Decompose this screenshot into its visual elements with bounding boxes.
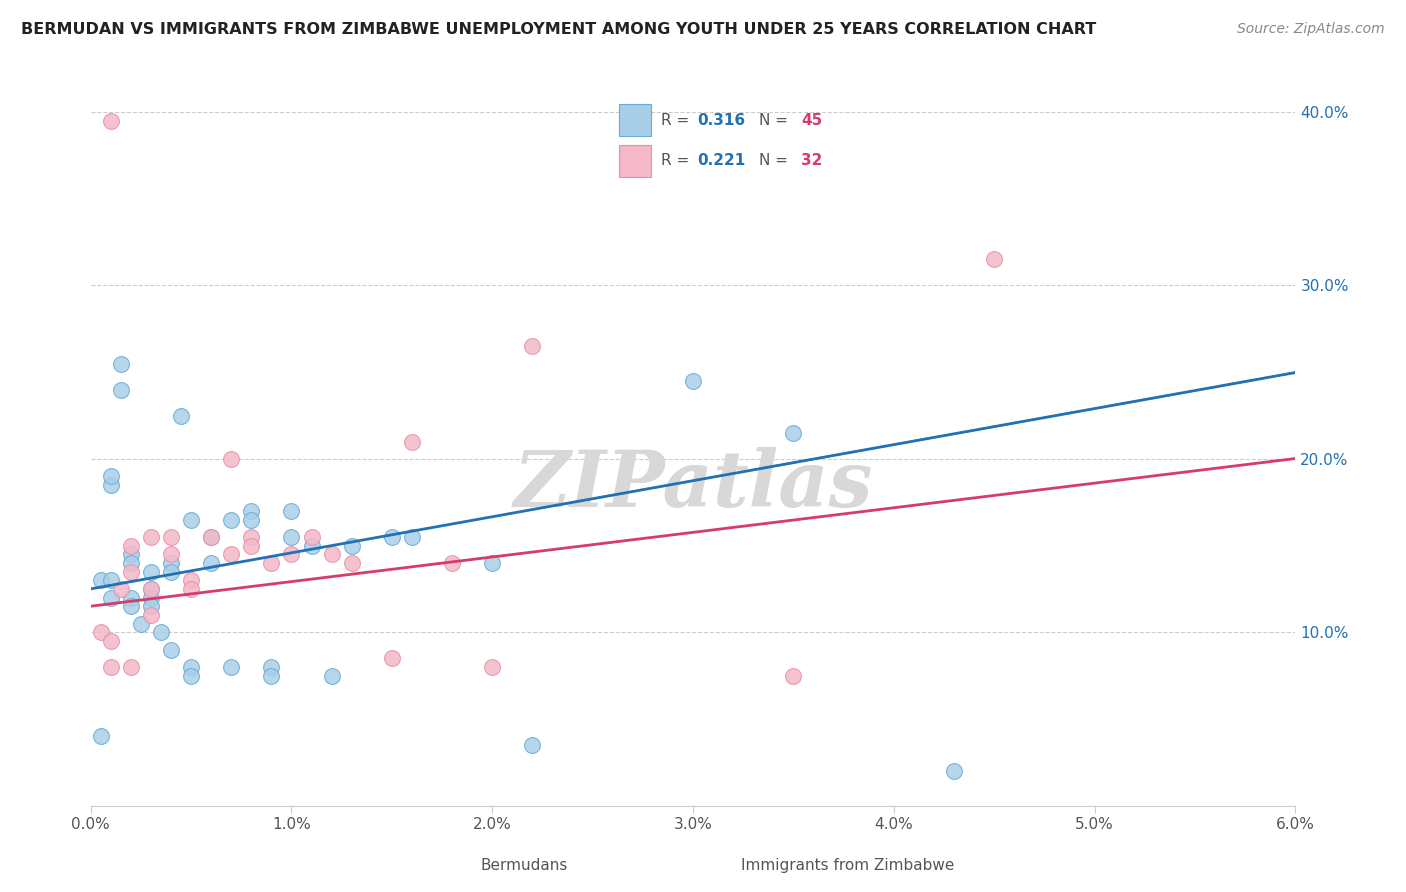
- Point: [180, 668, 202, 682]
- Point: [260, 556, 283, 570]
- Text: Source: ZipAtlas.com: Source: ZipAtlas.com: [1237, 22, 1385, 37]
- Text: ZIPatlas: ZIPatlas: [513, 447, 873, 524]
- Point: [782, 668, 804, 682]
- Point: [120, 539, 142, 553]
- Point: [139, 530, 162, 544]
- Point: [160, 530, 183, 544]
- Point: [682, 374, 704, 388]
- Point: [100, 591, 122, 605]
- Point: [90, 625, 112, 640]
- Point: [321, 668, 343, 682]
- Point: [160, 642, 183, 657]
- Point: [139, 582, 162, 596]
- Point: [301, 539, 323, 553]
- Point: [139, 565, 162, 579]
- Point: [219, 547, 242, 561]
- Point: [100, 469, 122, 483]
- Point: [170, 409, 193, 423]
- Point: [180, 660, 202, 674]
- Point: [481, 660, 503, 674]
- Point: [522, 339, 544, 353]
- Point: [240, 539, 263, 553]
- Point: [149, 625, 172, 640]
- Point: [301, 530, 323, 544]
- Point: [120, 599, 142, 614]
- Point: [100, 573, 122, 587]
- Point: [200, 556, 222, 570]
- Point: [100, 478, 122, 492]
- Text: R =: R =: [661, 153, 695, 169]
- Point: [120, 591, 142, 605]
- Text: 45: 45: [801, 112, 823, 128]
- Text: 0.316: 0.316: [697, 112, 745, 128]
- Point: [219, 512, 242, 526]
- Point: [340, 556, 363, 570]
- Point: [481, 556, 503, 570]
- Point: [260, 668, 283, 682]
- Point: [200, 530, 222, 544]
- Point: [340, 539, 363, 553]
- Point: [983, 252, 1005, 267]
- Point: [110, 357, 132, 371]
- Point: [401, 530, 423, 544]
- Text: Immigrants from Zimbabwe: Immigrants from Zimbabwe: [741, 858, 955, 872]
- Text: 32: 32: [801, 153, 823, 169]
- Point: [240, 504, 263, 518]
- Point: [280, 530, 302, 544]
- FancyBboxPatch shape: [619, 145, 651, 177]
- Point: [441, 556, 464, 570]
- Point: [100, 113, 122, 128]
- Point: [381, 651, 404, 665]
- Text: N =: N =: [759, 112, 793, 128]
- Point: [100, 633, 122, 648]
- Point: [120, 547, 142, 561]
- Point: [280, 547, 302, 561]
- Point: [219, 451, 242, 466]
- Point: [180, 573, 202, 587]
- Point: [120, 565, 142, 579]
- Point: [180, 512, 202, 526]
- Point: [782, 425, 804, 440]
- FancyBboxPatch shape: [619, 104, 651, 136]
- Point: [280, 504, 302, 518]
- Point: [219, 660, 242, 674]
- Point: [160, 547, 183, 561]
- Point: [240, 530, 263, 544]
- Text: Bermudans: Bermudans: [481, 858, 568, 872]
- Point: [120, 556, 142, 570]
- Point: [139, 599, 162, 614]
- Point: [260, 660, 283, 674]
- Point: [321, 547, 343, 561]
- Point: [522, 738, 544, 752]
- Point: [381, 530, 404, 544]
- Point: [160, 565, 183, 579]
- Text: BERMUDAN VS IMMIGRANTS FROM ZIMBABWE UNEMPLOYMENT AMONG YOUTH UNDER 25 YEARS COR: BERMUDAN VS IMMIGRANTS FROM ZIMBABWE UNE…: [21, 22, 1097, 37]
- Point: [129, 616, 152, 631]
- Point: [160, 556, 183, 570]
- Text: N =: N =: [759, 153, 793, 169]
- Point: [100, 660, 122, 674]
- Point: [401, 434, 423, 449]
- Point: [200, 530, 222, 544]
- Point: [120, 660, 142, 674]
- Point: [943, 764, 966, 778]
- Text: R =: R =: [661, 112, 695, 128]
- Point: [90, 729, 112, 743]
- Point: [139, 591, 162, 605]
- Point: [110, 582, 132, 596]
- Point: [180, 582, 202, 596]
- Point: [139, 607, 162, 622]
- Point: [110, 383, 132, 397]
- Point: [240, 512, 263, 526]
- Text: 0.221: 0.221: [697, 153, 747, 169]
- Point: [139, 582, 162, 596]
- Point: [90, 573, 112, 587]
